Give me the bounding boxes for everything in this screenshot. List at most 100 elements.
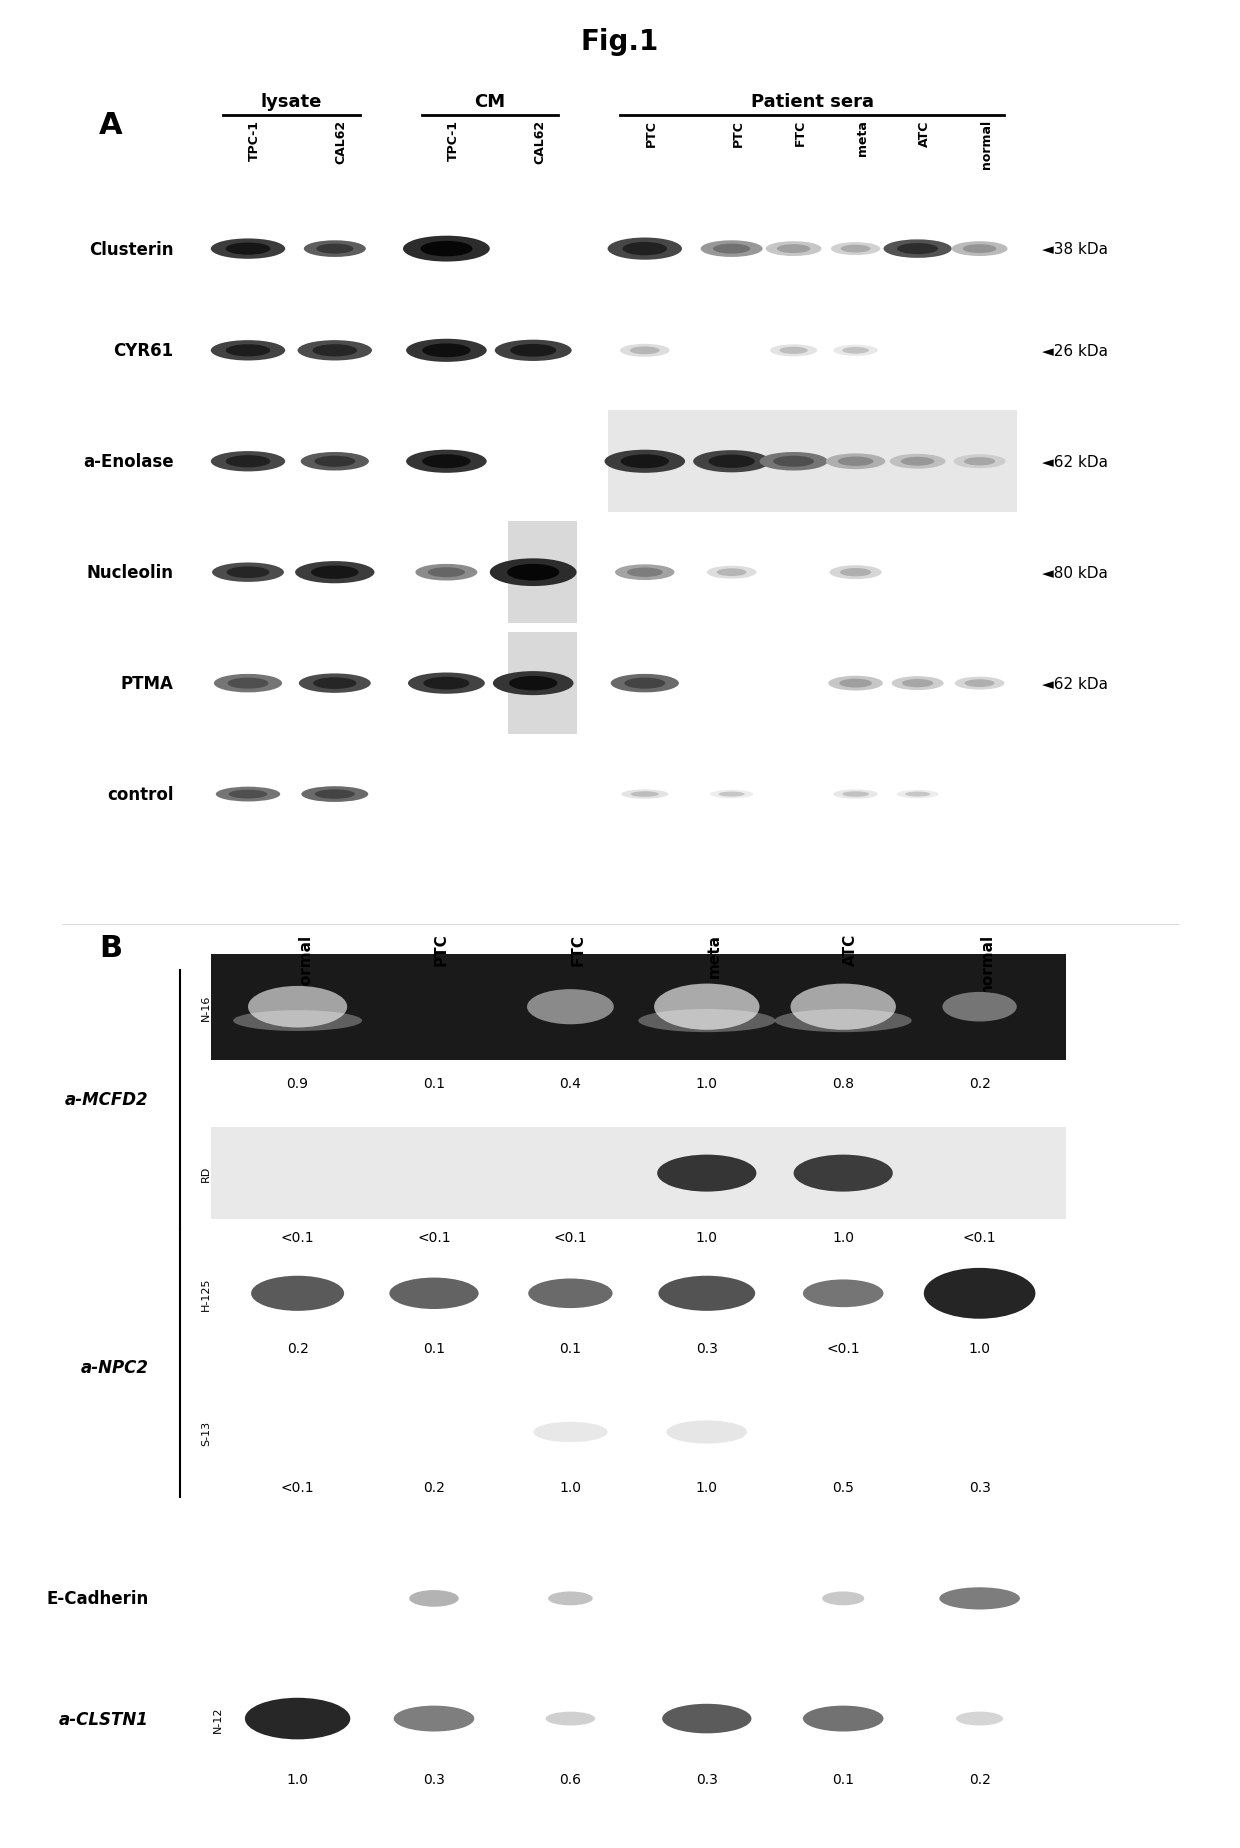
Ellipse shape — [422, 455, 471, 469]
Ellipse shape — [298, 340, 372, 362]
Ellipse shape — [389, 1279, 479, 1308]
Ellipse shape — [831, 244, 880, 257]
Ellipse shape — [422, 344, 471, 359]
Text: ◄62 kDa: ◄62 kDa — [1042, 676, 1107, 691]
Text: 1.0: 1.0 — [696, 1231, 718, 1246]
Ellipse shape — [495, 340, 572, 362]
Text: RD: RD — [201, 1166, 211, 1181]
Text: 0.2: 0.2 — [286, 1342, 309, 1356]
Text: PTC: PTC — [732, 120, 744, 148]
Ellipse shape — [952, 242, 1007, 257]
Ellipse shape — [301, 787, 368, 802]
Ellipse shape — [304, 240, 366, 259]
Text: 0.2: 0.2 — [968, 1076, 991, 1090]
Text: 0.1: 0.1 — [832, 1772, 854, 1787]
Ellipse shape — [776, 246, 811, 253]
Ellipse shape — [233, 1011, 362, 1031]
Ellipse shape — [718, 793, 744, 796]
Text: TPC-1: TPC-1 — [248, 120, 260, 161]
Ellipse shape — [299, 675, 371, 693]
Text: PTMA: PTMA — [120, 675, 174, 693]
Ellipse shape — [627, 567, 662, 578]
Ellipse shape — [510, 346, 557, 357]
Text: 1.0: 1.0 — [832, 1231, 854, 1246]
Ellipse shape — [830, 565, 882, 580]
Text: B: B — [99, 933, 123, 963]
Ellipse shape — [962, 246, 997, 253]
Ellipse shape — [955, 676, 1004, 691]
Ellipse shape — [423, 678, 470, 689]
Ellipse shape — [226, 244, 270, 255]
Ellipse shape — [527, 991, 614, 1024]
Ellipse shape — [248, 987, 347, 1027]
Ellipse shape — [965, 680, 994, 687]
Ellipse shape — [295, 562, 374, 584]
Ellipse shape — [244, 1698, 350, 1739]
Ellipse shape — [708, 455, 755, 469]
Ellipse shape — [794, 1155, 893, 1192]
Ellipse shape — [709, 791, 753, 798]
Text: 1.0: 1.0 — [286, 1772, 309, 1787]
Text: normal: normal — [980, 120, 992, 170]
Text: 0.3: 0.3 — [423, 1772, 445, 1787]
Ellipse shape — [315, 456, 355, 468]
Ellipse shape — [405, 340, 486, 362]
Bar — [211, 954, 1066, 1061]
Ellipse shape — [631, 791, 658, 798]
Text: a-MCFD2: a-MCFD2 — [66, 1090, 149, 1109]
Text: N-12: N-12 — [213, 1706, 223, 1732]
Text: ATC: ATC — [843, 933, 858, 965]
Ellipse shape — [838, 456, 873, 468]
Text: <0.1: <0.1 — [280, 1231, 315, 1246]
Text: 1.0: 1.0 — [696, 1480, 718, 1495]
Ellipse shape — [507, 565, 559, 580]
Text: PTC: PTC — [434, 933, 449, 967]
Text: <0.1: <0.1 — [280, 1480, 315, 1495]
Text: ◄62 kDa: ◄62 kDa — [1042, 455, 1107, 469]
Ellipse shape — [316, 244, 353, 255]
Ellipse shape — [510, 676, 558, 691]
Ellipse shape — [892, 676, 944, 691]
Ellipse shape — [226, 456, 270, 468]
Ellipse shape — [215, 675, 283, 693]
Ellipse shape — [759, 453, 828, 471]
Text: S-13: S-13 — [201, 1419, 211, 1445]
Ellipse shape — [701, 240, 763, 259]
Ellipse shape — [300, 453, 370, 471]
Ellipse shape — [494, 673, 573, 697]
Ellipse shape — [420, 242, 472, 257]
Text: FTC: FTC — [794, 120, 806, 146]
Text: 0.9: 0.9 — [286, 1076, 309, 1090]
Text: H-125: H-125 — [201, 1277, 211, 1310]
Ellipse shape — [228, 791, 268, 798]
Ellipse shape — [924, 1268, 1035, 1319]
Ellipse shape — [394, 1706, 474, 1732]
Ellipse shape — [211, 240, 285, 261]
Text: Clusterin: Clusterin — [89, 240, 174, 259]
Ellipse shape — [403, 237, 490, 262]
Text: CAL62: CAL62 — [335, 120, 347, 164]
Text: <0.1: <0.1 — [417, 1231, 451, 1246]
Ellipse shape — [804, 1281, 883, 1308]
Text: Nucleolin: Nucleolin — [87, 564, 174, 582]
Ellipse shape — [822, 1591, 864, 1606]
Ellipse shape — [548, 1591, 593, 1606]
Ellipse shape — [963, 458, 996, 466]
Ellipse shape — [842, 791, 869, 798]
Ellipse shape — [605, 451, 684, 473]
Ellipse shape — [791, 983, 895, 1029]
Text: CAL62: CAL62 — [533, 120, 546, 164]
Ellipse shape — [212, 564, 284, 582]
Text: PTC: PTC — [645, 120, 657, 148]
Text: control: control — [107, 785, 174, 804]
FancyBboxPatch shape — [508, 523, 577, 625]
Ellipse shape — [409, 1589, 459, 1606]
Text: a-NPC2: a-NPC2 — [81, 1358, 149, 1377]
Ellipse shape — [655, 983, 759, 1029]
Ellipse shape — [956, 1711, 1003, 1726]
Text: 0.1: 0.1 — [423, 1076, 445, 1090]
Text: A: A — [99, 111, 123, 140]
Ellipse shape — [826, 455, 885, 469]
Text: 0.1: 0.1 — [423, 1342, 445, 1356]
Ellipse shape — [775, 1009, 911, 1033]
